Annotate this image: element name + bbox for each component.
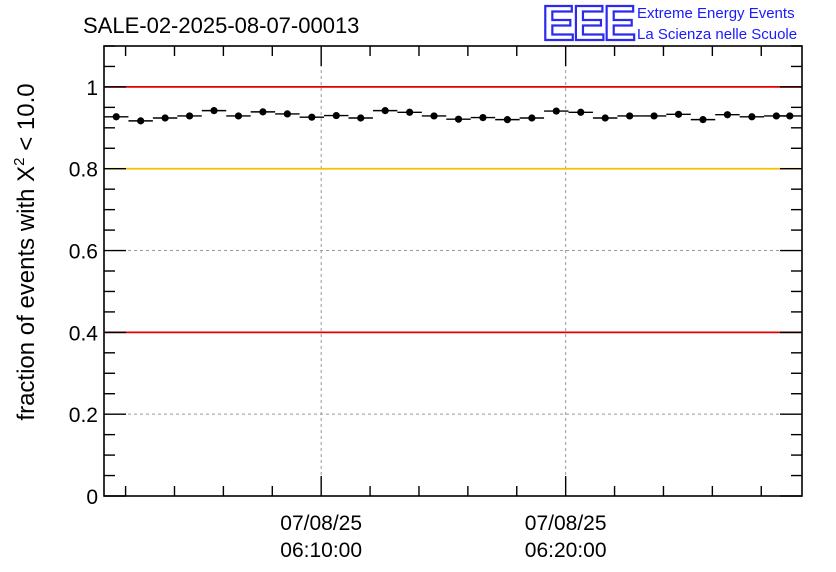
data-point (723, 111, 732, 119)
data-point (786, 112, 794, 120)
data-point (357, 114, 365, 122)
x-tick-label-date: 07/08/25 (525, 512, 607, 535)
y-axis-label-exponent: 2 (11, 157, 28, 165)
data-point (234, 112, 243, 120)
data-point (283, 110, 291, 118)
data-point (626, 112, 634, 120)
data-point (601, 114, 609, 122)
y-tick-label: 0 (86, 486, 98, 509)
data-point (479, 113, 487, 122)
data-point (332, 111, 340, 120)
data-point (577, 108, 585, 116)
y-axis-label: fraction of events with X2 < 10.0 (11, 83, 40, 420)
y-axis-label-suffix: < 10.0 (13, 83, 40, 157)
grid-layer (104, 46, 802, 496)
data-point (454, 115, 463, 123)
x-tick-label-date: 07/08/25 (280, 512, 362, 535)
data-point (748, 113, 756, 121)
x-tick-label-time: 06:20:00 (525, 539, 607, 562)
data-point (406, 108, 414, 116)
data-point (552, 107, 560, 115)
data-point (185, 112, 194, 120)
y-tick-label: 0.6 (69, 241, 98, 264)
x-tick-label-time: 06:10:00 (280, 539, 362, 562)
data-point (137, 117, 145, 125)
y-axis-label-prefix: fraction of events with (13, 182, 40, 421)
eee-logo-mark: EEE (542, 0, 634, 51)
axes: 0 0.2 0.4 0.6 0.8 1 07/08/25 06:10:00 07/08/25 06… (69, 45, 803, 562)
y-tick-label: 1 (86, 77, 98, 100)
data-point (772, 112, 780, 120)
y-tick-label: 0.8 (69, 159, 98, 182)
data-point (381, 107, 389, 115)
data-point (650, 112, 658, 120)
chart-title: SALE-02-2025-08-07-00013 (83, 13, 359, 38)
data-point (430, 112, 438, 120)
data-point (259, 108, 267, 116)
data-point (503, 116, 511, 124)
data-point (210, 107, 218, 115)
y-tick-label: 0.4 (69, 322, 99, 345)
data-point (112, 113, 120, 121)
data-point (161, 114, 169, 122)
eee-logo-line2: La Scienza nelle Scuole (637, 26, 797, 43)
data-points (104, 107, 802, 125)
reference-lines (104, 86, 802, 334)
y-tick-label: 0.2 (69, 404, 98, 427)
data-point (699, 116, 707, 124)
y-axis-label-symbol: X (13, 166, 40, 182)
plot-frame (103, 45, 803, 497)
data-point (308, 113, 316, 121)
eee-logo-line1: Extreme Energy Events (637, 5, 795, 22)
eee-logo: EEE Extreme Energy Events La Scienza nel… (541, 0, 797, 52)
data-point (528, 114, 536, 122)
data-point (674, 110, 683, 118)
